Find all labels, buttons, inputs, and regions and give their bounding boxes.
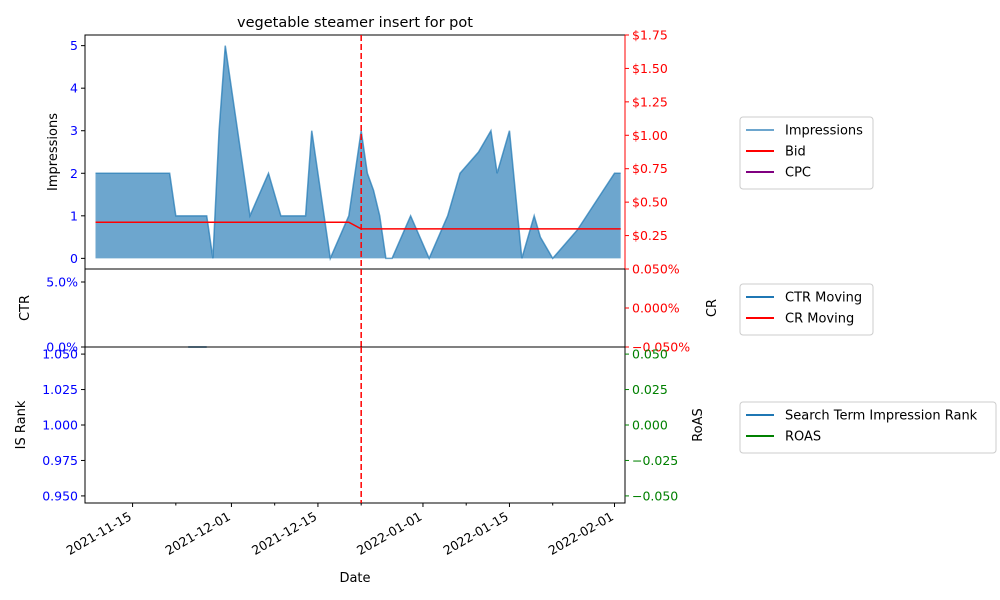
legend-label: Search Term Impression Rank — [785, 409, 978, 424]
right-tick-label: 0.025 — [632, 382, 668, 397]
right-tick-label: −0.050 — [632, 488, 678, 503]
left-tick-label: 0.0% — [46, 340, 78, 355]
legend-label: CR Moving — [785, 312, 854, 327]
legend-box — [739, 401, 997, 454]
impressions-line — [95, 45, 621, 262]
legend-label: ROAS — [785, 430, 821, 445]
left-tick-label: 4 — [70, 81, 78, 96]
x-tick-label: 2022-01-01 — [354, 509, 424, 558]
right-tick-label: 0.050 — [632, 347, 668, 362]
left-axis-label: Impressions — [46, 113, 61, 191]
left-tick-label: 1.025 — [42, 382, 78, 397]
legend-label: CPC — [785, 166, 811, 181]
left-tick-label: 0 — [70, 251, 78, 266]
left-tick-label: 2 — [70, 166, 78, 181]
impressions-area — [95, 45, 621, 259]
x-tick-label: 2021-12-15 — [249, 509, 319, 558]
legend-panel-3: Search Term Impression Rank ROAS — [739, 401, 997, 454]
left-tick-label: 1 — [70, 208, 78, 223]
right-tick-label: −0.050% — [632, 340, 690, 355]
left-tick-label: 0.975 — [42, 453, 78, 468]
legend-panel-2: CTR Moving CR Moving — [739, 283, 874, 336]
x-tick-label: 2021-12-01 — [163, 509, 233, 558]
left-tick-label: 5.0% — [46, 275, 78, 290]
right-tick-label: $0.50 — [632, 195, 668, 210]
x-tick-label: 2022-01-15 — [441, 509, 511, 558]
right-tick-label: $0.75 — [632, 161, 668, 176]
x-tick-label: 2022-02-01 — [546, 509, 616, 558]
right-tick-label: 0.050% — [632, 262, 680, 277]
panel-frame — [84, 346, 626, 504]
left-axis-label: CTR — [18, 295, 33, 321]
panel-2: 0.0% 5.0% 0.050% 0.000% −0.050% CTR CR CTR Movi… — [18, 262, 874, 355]
x-axis-label: Date — [339, 571, 370, 586]
chart-title: vegetable steamer insert for pot — [237, 15, 473, 31]
left-tick-label: 1.050 — [42, 347, 78, 362]
panel-1: 0 1 2 3 4 5 $0.25 $0.50 $0.75 $1.00 $1.25 $1.50 $1.7… — [46, 28, 874, 270]
legend-label: CTR Moving — [785, 291, 862, 306]
right-tick-label: $0.25 — [632, 228, 668, 243]
right-tick-label: $1.25 — [632, 94, 668, 109]
right-tick-label: −0.025 — [632, 453, 678, 468]
left-tick-label: 3 — [70, 123, 78, 138]
panel-3: 0.950 0.975 1.000 1.025 1.050 0.050 0.025 0.000… — [14, 346, 997, 504]
right-tick-label: $1.50 — [632, 61, 668, 76]
legend-label: Bid — [785, 145, 806, 160]
right-tick-label: $1.00 — [632, 128, 668, 143]
legend-label: Impressions — [785, 124, 863, 139]
right-tick-label: 0.000 — [632, 418, 668, 433]
right-axis-label: RoAS — [691, 408, 706, 442]
left-tick-label: 1.000 — [42, 418, 78, 433]
x-tick-label: 2021-11-15 — [64, 509, 134, 558]
panel-frame — [84, 268, 626, 348]
left-axis-label: IS Rank — [14, 400, 29, 449]
left-tick-label: 5 — [70, 38, 78, 53]
legend-panel-1: Impressions Bid CPC — [739, 116, 874, 190]
plot-layer: 0 1 2 3 4 5 $0.25 $0.50 $0.75 $1.00 $1.25 $1.50 $1.7… — [14, 28, 997, 558]
right-axis-label: CR — [705, 299, 720, 317]
right-tick-label: $1.75 — [632, 28, 668, 43]
left-tick-label: 0.950 — [42, 488, 78, 503]
bid-line — [95, 221, 621, 230]
right-tick-label: 0.000% — [632, 301, 680, 316]
